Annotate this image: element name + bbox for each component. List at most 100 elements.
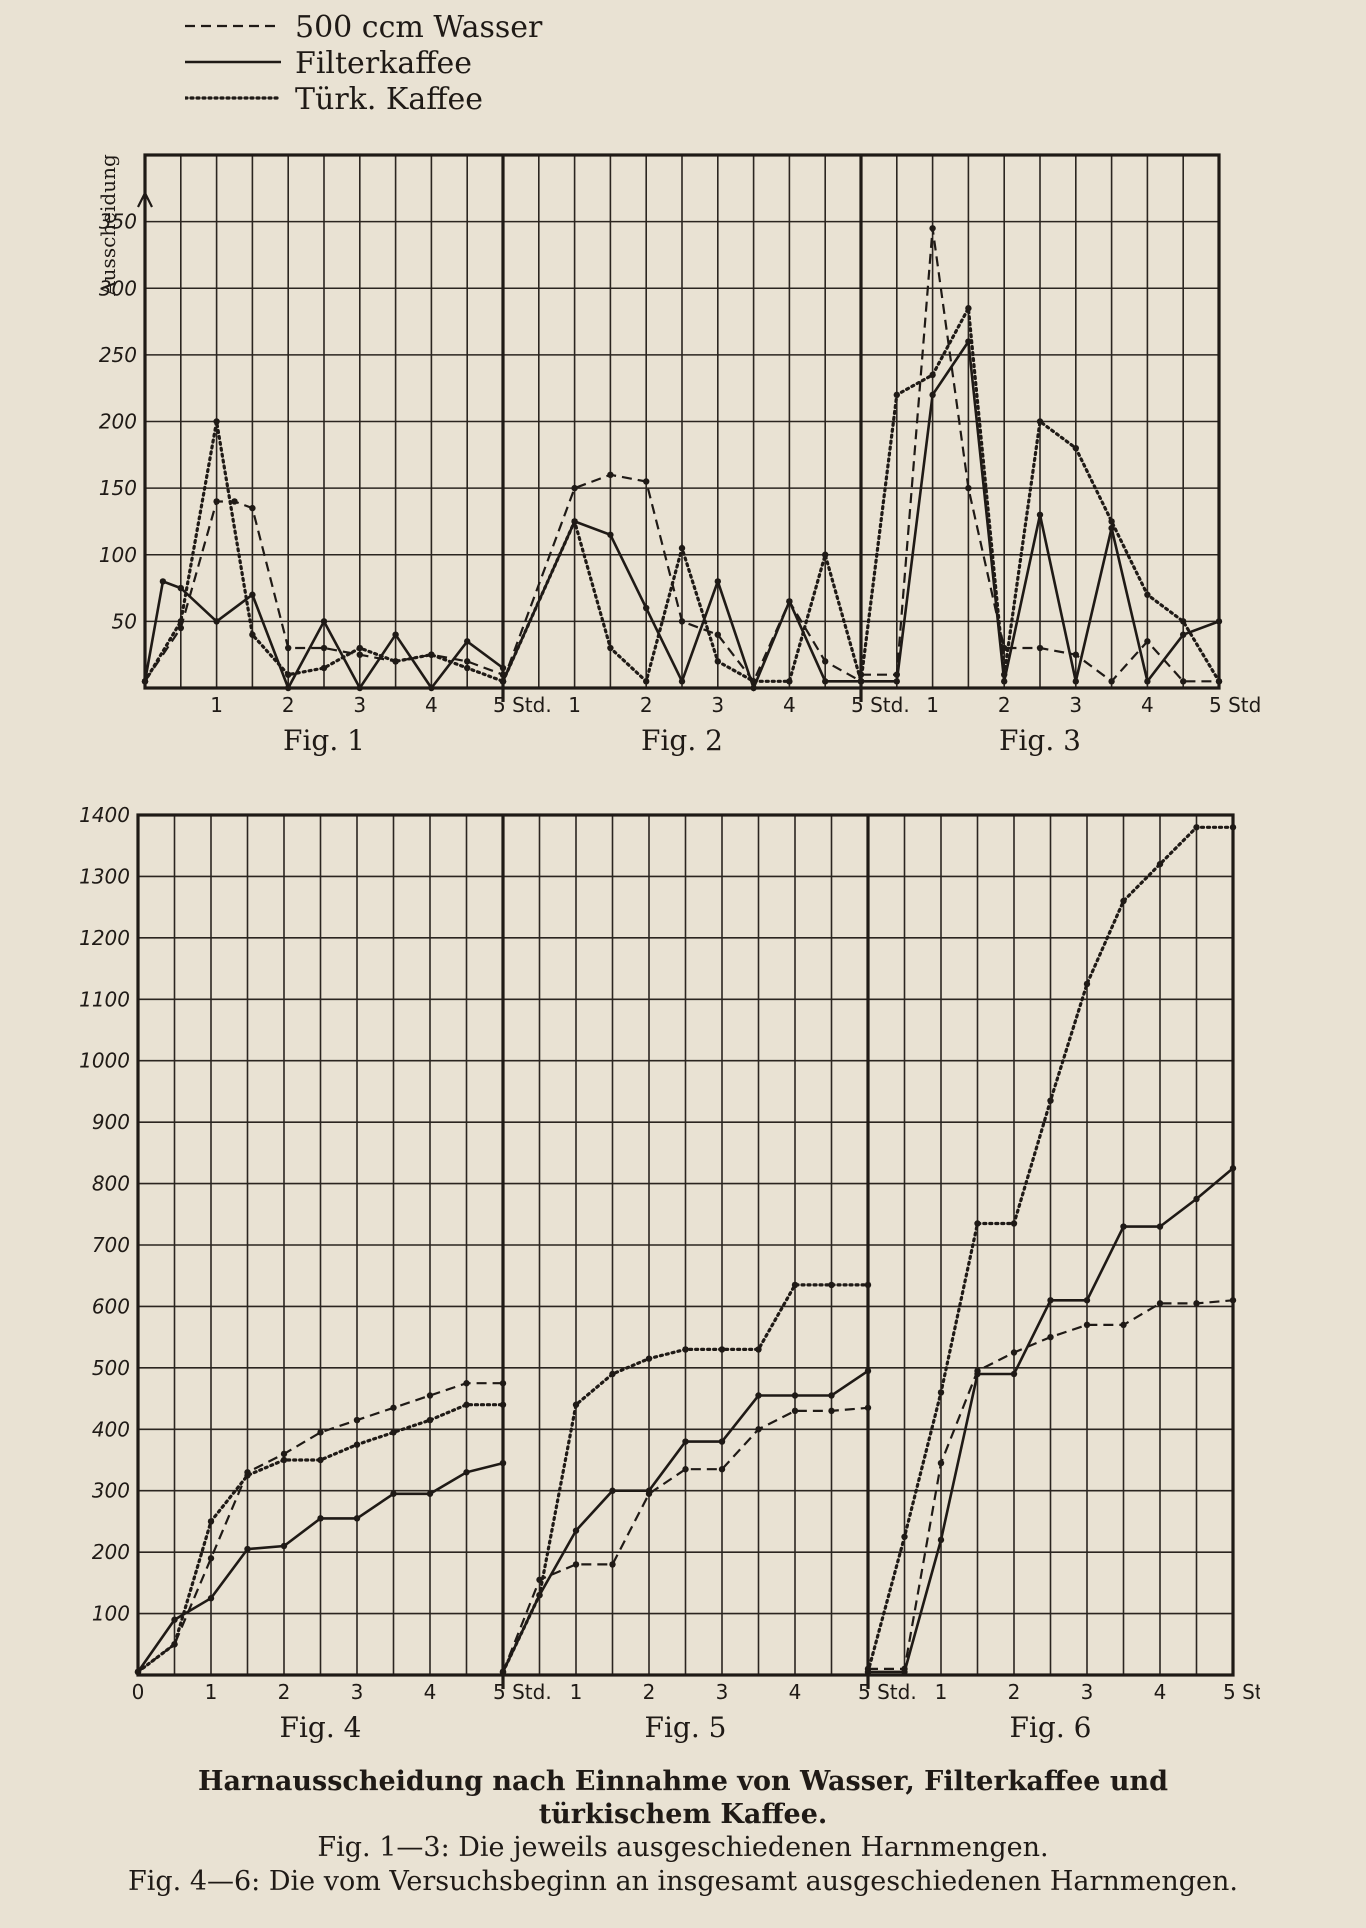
- y-axis-label: Ausscheidung: [96, 154, 120, 297]
- x-tick-label: 4: [789, 1680, 802, 1704]
- y-tick-label: 100: [99, 543, 137, 567]
- series-line-filter: [501, 519, 861, 692]
- data-point-turk: [718, 1346, 726, 1353]
- x-tick-label: 2: [1008, 1680, 1021, 1704]
- data-point-filter: [755, 1392, 762, 1399]
- data-point-wasser: [390, 1404, 397, 1411]
- x-tick-label: 2: [282, 693, 295, 717]
- data-point-wasser: [791, 1407, 799, 1415]
- data-point-filter: [643, 604, 650, 612]
- data-point-turk: [786, 678, 793, 685]
- data-point-filter: [786, 598, 793, 605]
- data-point-wasser: [682, 1466, 689, 1473]
- data-point-wasser: [280, 1450, 288, 1458]
- figure-label: Fig. 6: [1010, 1711, 1092, 1744]
- data-point-filter: [1120, 1223, 1127, 1230]
- data-point-turk: [755, 1346, 762, 1353]
- data-point-wasser: [1156, 1300, 1164, 1307]
- data-point-turk: [463, 1401, 470, 1408]
- data-point-wasser: [607, 471, 614, 478]
- data-point-wasser: [571, 484, 578, 492]
- data-point-turk: [1156, 860, 1164, 868]
- x-tick-label: 0: [132, 1680, 145, 1704]
- data-point-turk: [1036, 418, 1044, 425]
- data-point-wasser: [643, 478, 650, 485]
- data-point-filter: [207, 1595, 215, 1602]
- data-point-filter: [893, 678, 900, 685]
- data-point-filter: [937, 1536, 945, 1544]
- data-point-wasser: [678, 618, 686, 625]
- data-point-wasser: [929, 225, 936, 232]
- data-point-wasser: [249, 504, 256, 512]
- plot-frame: [136, 813, 1235, 1677]
- data-point-turk: [285, 671, 292, 678]
- caption: Harnausscheidung nach Einnahme von Wasse…: [0, 1765, 1366, 1899]
- x-tick-label: 1: [935, 1680, 948, 1704]
- data-point-wasser: [1072, 651, 1079, 658]
- y-tick-label: 250: [99, 343, 137, 367]
- data-point-turk: [937, 1389, 945, 1396]
- data-point-wasser: [828, 1407, 835, 1415]
- data-point-filter: [159, 578, 167, 585]
- data-point-turk: [1047, 1097, 1054, 1104]
- y-tick-label: 800: [92, 1172, 130, 1196]
- data-point-wasser: [1180, 678, 1187, 685]
- data-point-turk: [965, 305, 972, 312]
- data-point-turk: [571, 518, 578, 525]
- figure-label: Fig. 4: [280, 1711, 362, 1744]
- data-point-turk: [244, 1472, 251, 1479]
- data-point-filter: [213, 618, 220, 625]
- data-point-wasser: [1083, 1321, 1091, 1329]
- data-point-filter: [714, 578, 721, 585]
- data-point-turk: [643, 678, 650, 685]
- caption-line-1: Fig. 1—3: Die jeweils ausgeschiedenen Ha…: [317, 1832, 1049, 1863]
- data-point-filter: [1193, 1195, 1200, 1203]
- x-tick-label: 3: [711, 693, 724, 717]
- data-point-filter: [171, 1616, 178, 1623]
- y-tick-label: 200: [99, 410, 137, 434]
- data-point-wasser: [937, 1459, 945, 1467]
- data-point-turk: [901, 1533, 908, 1540]
- x-tick-label: 1: [926, 693, 939, 717]
- data-point-turk: [317, 1456, 324, 1464]
- data-point-filter: [392, 631, 399, 638]
- data-point-wasser: [207, 1555, 215, 1562]
- x-tick-label: 3: [716, 1680, 729, 1704]
- x-tick-label: 4: [1154, 1680, 1167, 1704]
- data-point-filter: [718, 1438, 726, 1445]
- data-point-filter: [1180, 631, 1187, 638]
- x-tick-label: 4: [1141, 693, 1154, 717]
- data-point-wasser: [965, 484, 972, 492]
- data-point-filter: [609, 1487, 616, 1494]
- data-point-wasser: [1108, 678, 1115, 685]
- data-point-filter: [929, 391, 936, 399]
- data-point-wasser: [718, 1466, 726, 1473]
- data-point-wasser: [1144, 638, 1151, 645]
- data-point-filter: [974, 1370, 981, 1378]
- data-point-wasser: [1010, 1349, 1018, 1356]
- data-point-filter: [1156, 1223, 1164, 1230]
- data-point-turk: [572, 1401, 580, 1408]
- data-point-filter: [177, 584, 184, 592]
- data-point-wasser: [464, 658, 471, 665]
- series-line-turk: [501, 516, 863, 685]
- legend: 500 ccm Wasser Filterkaffee Türk. Kaffee: [185, 10, 543, 116]
- data-point-turk: [791, 1281, 799, 1289]
- data-point-filter: [464, 638, 471, 645]
- chart-bottom-group: 100 200 300 400 500 600 700 800 900 1000 1100 1200 1…: [79, 803, 1260, 1744]
- data-point-turk: [609, 1370, 616, 1378]
- x-tick-label: 2: [278, 1680, 291, 1704]
- caption-title: Harnausscheidung nach Einnahme von Wasse…: [198, 1766, 1168, 1830]
- data-point-filter: [1083, 1297, 1091, 1304]
- data-point-filter: [645, 1487, 653, 1494]
- figure-label: Fig. 5: [645, 1711, 727, 1744]
- plot-frame: [143, 153, 1221, 690]
- figure-label: Fig. 1: [283, 724, 365, 757]
- data-point-filter: [353, 1515, 361, 1522]
- data-point-turk: [1083, 980, 1091, 988]
- data-point-wasser: [463, 1380, 470, 1387]
- data-point-wasser: [353, 1416, 361, 1424]
- data-point-turk: [1010, 1220, 1018, 1227]
- data-point-wasser: [356, 651, 363, 658]
